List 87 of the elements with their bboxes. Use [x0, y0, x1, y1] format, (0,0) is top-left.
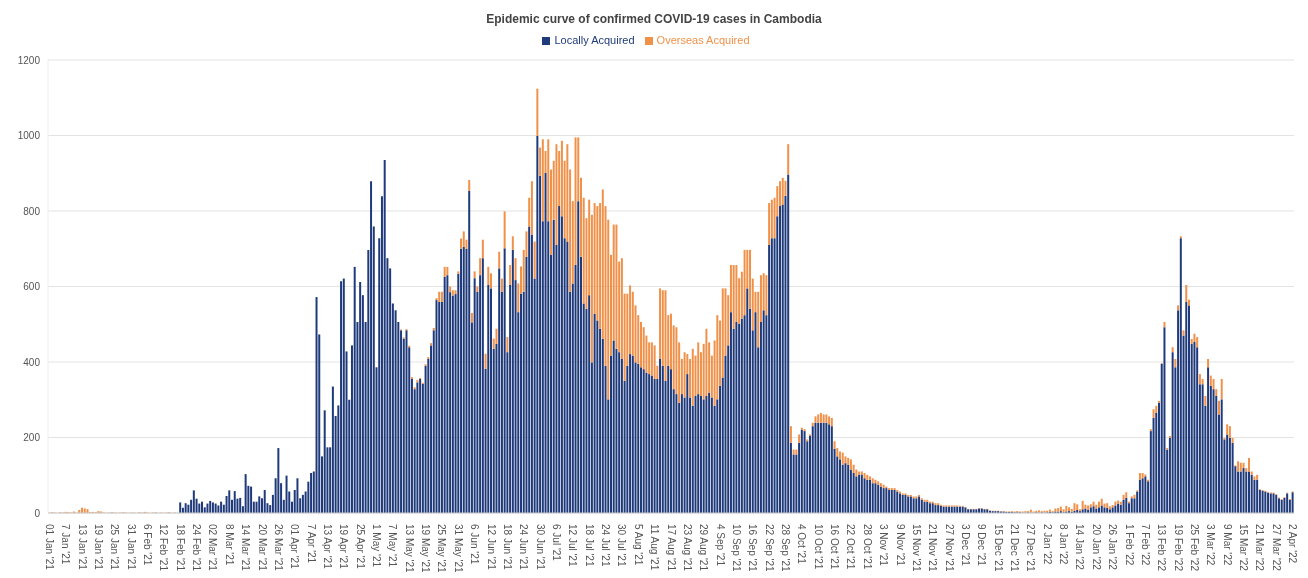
x-tick-label: 11 Aug '21	[649, 524, 661, 571]
x-tick-label: 28 Sep '21	[780, 524, 792, 572]
x-tick-label: 31 May '21	[452, 524, 464, 574]
x-tick-label: 20 Jan '22	[1090, 524, 1102, 571]
x-tick-label: 21 Dec '21	[1009, 524, 1021, 572]
x-tick-label: 8 Jan '22	[1058, 524, 1070, 565]
chart-title: Epidemic curve of confirmed COVID-19 cases in Cambodia	[485, 11, 823, 28]
x-tick-label: 22 Oct '21	[845, 524, 857, 570]
x-tick-label: 26 Mar '21	[272, 524, 284, 572]
x-tick-label: 26 Jan '22	[1107, 524, 1119, 571]
x-tick-label: 31 Jan '21	[125, 524, 137, 571]
x-tick-label: 19 Jan '21	[92, 524, 104, 571]
x-tick-label: 24 Jun '21	[518, 524, 530, 571]
x-tick-label: 13 Feb '22	[1156, 524, 1168, 572]
x-tick-label: 21 Nov '21	[927, 524, 939, 572]
y-tick-label: 1200	[17, 54, 41, 66]
x-tick-label: 01 Jan '21	[43, 524, 55, 571]
x-tick-label: 9 Mar '22	[1221, 524, 1233, 566]
x-tick-label: 24 Feb '21	[191, 524, 203, 572]
x-tick-label: 19 Feb '22	[1172, 524, 1184, 572]
legend-label: Overseas Acquired	[656, 34, 750, 46]
x-tick-label: 8 Mar '21	[223, 524, 235, 566]
x-tick-label: 14 Jan '22	[1074, 524, 1086, 571]
y-tick-label: 600	[23, 281, 41, 293]
x-tick-label: 4 Sep '21	[714, 524, 726, 567]
x-tick-label: 02 Mar '21	[207, 524, 219, 572]
x-tick-label: 18 Jul '21	[583, 524, 595, 567]
x-tick-label: 01 Apr '21	[289, 524, 301, 570]
x-tick-label: 1 May '21	[371, 524, 383, 568]
legend-label: Locally Acquired	[554, 34, 635, 46]
x-tick-label: 18 Jun '21	[501, 524, 513, 571]
x-tick-label: 3 Mar '22	[1205, 524, 1217, 566]
x-tick-label: 2 Jan '22	[1041, 524, 1053, 565]
x-tick-label: 24 Jul '21	[600, 524, 612, 567]
x-tick-label: 7 Jan '21	[60, 524, 72, 565]
x-tick-label: 15 Dec '21	[992, 524, 1004, 572]
x-tick-label: 29 Aug '21	[698, 524, 710, 572]
x-tick-label: 17 Aug '21	[665, 524, 677, 572]
x-tick-label: 16 Oct '21	[829, 524, 841, 570]
x-tick-label: 9 Nov '21	[894, 524, 906, 567]
x-tick-label: 7 Feb '22	[1139, 524, 1151, 566]
x-tick-label: 27 Dec '21	[1025, 524, 1037, 572]
x-tick-label: 10 Sep '21	[730, 524, 742, 572]
x-tick-label: 12 Jul '21	[567, 524, 579, 567]
x-tick-label: 16 Sep '21	[747, 524, 759, 572]
x-tick-label: 6 Jul '21	[550, 524, 562, 562]
x-tick-label: 22 Sep '21	[763, 524, 775, 572]
x-tick-label: 27 Mar '22	[1270, 524, 1282, 572]
x-tick-label: 6 Jun '21	[469, 524, 481, 565]
x-tick-label: 15 Nov '21	[910, 524, 922, 572]
x-tick-label: 7 Apr '21	[305, 524, 317, 564]
x-tick-label: 1 Feb '22	[1123, 524, 1135, 566]
x-tick-label: 30 Jul '21	[616, 524, 628, 567]
x-tick-label: 25 May '21	[436, 524, 448, 574]
x-tick-label: 25 Jan '21	[109, 524, 121, 571]
y-tick-label: 0	[34, 507, 41, 519]
x-tick-label: 3 Nov '21	[878, 524, 890, 567]
x-tick-label: 25 Feb '22	[1188, 524, 1200, 572]
x-tick-label: 28 Oct '21	[861, 524, 873, 570]
x-tick-label: 2 Apr '22	[1287, 524, 1299, 564]
x-tick-label: 10 Oct '21	[812, 524, 824, 570]
x-tick-label: 19 Apr '21	[338, 524, 350, 570]
x-tick-label: 14 Mar '21	[240, 524, 252, 572]
x-tick-label: 20 Mar '21	[256, 524, 268, 572]
x-tick-label: 21 Mar '22	[1254, 524, 1266, 572]
y-tick-label: 800	[23, 205, 41, 217]
x-tick-label: 18 Feb '21	[174, 524, 186, 572]
x-tick-label: 5 Aug '21	[632, 524, 644, 566]
x-tick-label: 25 Apr '21	[354, 524, 366, 570]
x-tick-label: 12 Feb '21	[158, 524, 170, 572]
x-tick-label: 13 Jan '21	[76, 524, 88, 571]
x-tick-label: 13 May '21	[403, 524, 415, 574]
x-tick-label: 30 Jun '21	[534, 524, 546, 571]
x-tick-label: 13 Apr '21	[321, 524, 333, 570]
y-tick-label: 400	[23, 356, 41, 368]
x-tick-label: 12 Jun '21	[485, 524, 497, 571]
x-tick-label: 19 May '21	[420, 524, 432, 574]
y-tick-label: 1000	[17, 130, 41, 142]
x-tick-label: 7 May '21	[387, 524, 399, 568]
x-tick-label: 6 Feb '21	[142, 524, 154, 566]
x-tick-label: 27 Nov '21	[943, 524, 955, 572]
x-tick-label: 23 Aug '21	[681, 524, 693, 572]
x-tick-label: 9 Dec '21	[976, 524, 988, 567]
x-tick-label: 3 Dec '21	[959, 524, 971, 567]
x-tick-label: 15 Mar '22	[1238, 524, 1250, 572]
y-tick-label: 200	[23, 432, 41, 444]
x-tick-label: 4 Oct '21	[796, 524, 808, 565]
